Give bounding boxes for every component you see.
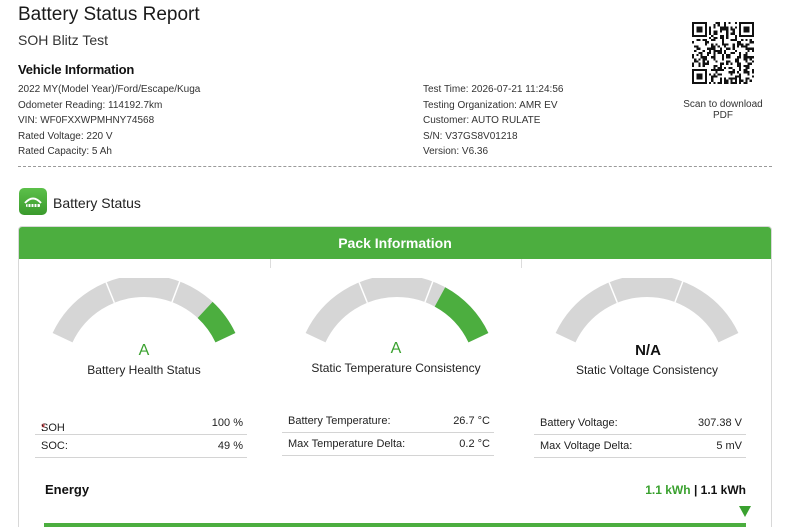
- energy-bar: [44, 523, 746, 527]
- table-row: Max Voltage Delta: 5 mV: [534, 435, 746, 458]
- column-divider: [270, 259, 271, 268]
- soh-value: 100 %: [211, 417, 243, 429]
- battery-health-label: Battery Health Status: [87, 363, 201, 377]
- gauge-segment-divider: [424, 281, 434, 303]
- gauge-segment-divider: [171, 281, 181, 303]
- gauge-track: [52, 278, 236, 343]
- table-row: Battery Temperature: 26.7 °C: [282, 410, 494, 433]
- rated-voltage-text: Rated Voltage: 220 V: [18, 130, 113, 142]
- battery-voltage-value: 307.38 V: [697, 417, 742, 429]
- vehicle-info-right: Test Time: 2026-07-21 11:24:56 Testing O…: [423, 82, 563, 160]
- odometer-text: Odometer Reading: 114192.7km: [18, 99, 163, 111]
- battery-temperature-value: 26.7 °C: [453, 415, 490, 427]
- report-subtitle: SOH Blitz Test: [18, 32, 108, 48]
- gauge-fill: [434, 287, 489, 343]
- battery-health-grade: A: [138, 342, 150, 359]
- customer-text: Customer: AUTO RULATE: [423, 115, 541, 127]
- energy-label: Energy: [45, 482, 90, 497]
- voltage-consistency-grade: N/A: [635, 342, 661, 359]
- testing-org-text: Testing Organization: AMR EV: [423, 99, 558, 111]
- max-temperature-delta-key: Max Temperature Delta:: [288, 438, 406, 450]
- pack-information-header: Pack Information: [19, 227, 771, 259]
- gauge-segment-divider: [608, 282, 619, 304]
- gauge-fill: [197, 301, 236, 343]
- required-marker: *: [41, 422, 46, 434]
- table-row: SOC: 49 %: [35, 435, 247, 458]
- battery-status-icon: [19, 188, 47, 215]
- vehicle-info-left: 2022 MY(Model Year)/Ford/Escape/Kuga Odo…: [18, 82, 200, 160]
- energy-values: 1.1 kWh | 1.1 kWh: [645, 483, 746, 497]
- gauge-segment-divider: [105, 282, 116, 304]
- column-divider: [521, 259, 522, 268]
- pack-information-panel: Pack Information: [18, 226, 772, 527]
- table-row: Max Temperature Delta: 0.2 °C: [282, 433, 494, 456]
- energy-level-marker: [739, 506, 751, 517]
- gauge-track: [555, 278, 739, 343]
- voltage-consistency-label: Static Voltage Consistency: [575, 363, 719, 377]
- table-row: Battery Voltage: 307.38 V: [534, 412, 746, 435]
- report-title: Battery Status Report: [18, 4, 200, 25]
- battery-status-title: Battery Status: [53, 195, 141, 211]
- max-temperature-delta-value: 0.2 °C: [459, 438, 490, 450]
- section-divider: [18, 166, 772, 167]
- soh-soc-table: SOH *: 100 % SOC: 49 %: [35, 412, 247, 458]
- qr-code-icon[interactable]: [692, 22, 754, 84]
- energy-current-value: 1.1 kWh: [645, 483, 691, 497]
- rated-capacity-text: Rated Capacity: 5 Ah: [18, 146, 112, 158]
- qr-caption-line2: PDF: [713, 110, 733, 121]
- soc-value: 49 %: [217, 440, 243, 452]
- voltage-table: Battery Voltage: 307.38 V Max Voltage De…: [534, 412, 746, 458]
- battery-voltage-key: Battery Voltage:: [540, 417, 618, 429]
- vin-text: VIN: WF0FXXWPMHNY74568: [18, 115, 155, 127]
- qr-caption: Scan to download PDF: [672, 99, 774, 121]
- battery-health-gauge: [52, 278, 236, 343]
- temperature-consistency-label: Static Temperature Consistency: [311, 361, 481, 375]
- energy-separator: |: [693, 483, 698, 497]
- serial-number-text: S/N: V37GS8V01218: [423, 130, 518, 142]
- energy-total-value: 1.1 kWh: [700, 483, 746, 497]
- gauge-segment-divider: [674, 281, 684, 303]
- temperature-table: Battery Temperature: 26.7 °C Max Tempera…: [282, 410, 494, 456]
- test-time-text: Test Time: 2026-07-21 11:24:56: [423, 84, 564, 95]
- temperature-consistency-grade: A: [390, 340, 402, 357]
- vehicle-info-heading: Vehicle Information: [18, 62, 135, 77]
- soc-key: SOC:: [41, 440, 68, 452]
- qr-caption-line1: Scan to download: [683, 99, 763, 110]
- version-text: Version: V6.36: [423, 146, 489, 158]
- max-voltage-delta-value: 5 mV: [716, 440, 742, 452]
- max-voltage-delta-key: Max Voltage Delta:: [540, 440, 633, 452]
- table-row: SOH *: 100 %: [35, 412, 247, 435]
- temperature-consistency-gauge: [305, 278, 489, 343]
- voltage-consistency-gauge: [555, 278, 739, 343]
- gauge-segment-divider: [358, 282, 369, 304]
- battery-temperature-key: Battery Temperature:: [288, 415, 391, 427]
- model-year-text: 2022 MY(Model Year)/Ford/Escape/Kuga: [18, 84, 201, 95]
